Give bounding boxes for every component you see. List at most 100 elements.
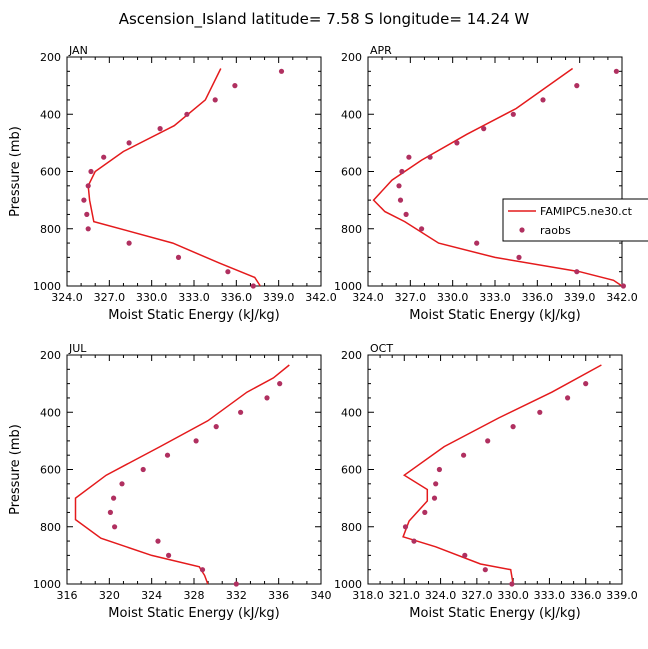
raobs-point [250,283,256,289]
x-tick-label: 328 [184,589,205,602]
x-tick-label: 321.0 [389,589,421,602]
raobs-point [431,495,438,501]
y-axis-label: Pressure (mb) [8,126,23,217]
raobs-point [411,538,417,544]
raobs-point [433,481,439,487]
y-tick-label: 1000 [33,578,61,591]
raobs-point [84,211,90,217]
y-tick-label: 600 [40,464,61,477]
x-tick-label: 330.0 [497,589,529,602]
raobs-point [565,395,571,401]
raobs-point [422,509,428,515]
model-profile-line [372,67,623,287]
y-tick-label: 800 [341,521,362,534]
x-tick-label: 342.0 [606,291,638,304]
raobs-point [225,269,231,275]
raobs-point [238,409,244,415]
x-tick-label: 324 [141,589,162,602]
x-tick-label: 340 [311,589,332,602]
panel-jul: JUL 316 320 324 328 332 336 340 200 400 600 800 1000… [8,342,332,621]
raobs-point [88,168,94,175]
x-tick-label: 318.0 [352,589,384,602]
x-tick-label: 333.0 [534,589,566,602]
raobs-point [510,111,516,117]
raobs-point [574,83,580,89]
x-axis-label: Moist Static Energy (kJ/kg) [108,606,279,621]
x-tick-label: 330.0 [136,291,168,304]
panel-month-label: JAN [68,44,88,57]
x-tick-label: 336 [268,589,289,602]
raobs-point [212,97,218,103]
model-profile-line [87,68,261,287]
raobs-point [516,254,522,260]
raobs-point [454,140,460,146]
x-tick-label: 327.0 [461,589,493,602]
raobs-point [461,452,467,458]
raobs-point [264,395,270,401]
raobs-point [613,68,620,74]
legend-obs-label: raobs [540,224,571,237]
raobs-point [155,538,161,544]
y-tick-label: 600 [341,166,362,179]
raobs-point [175,254,182,260]
x-tick-label: 336.0 [570,589,602,602]
panel-month-label: OCT [370,342,393,355]
panel-month-label: APR [370,44,392,57]
x-tick-label: 324.0 [425,589,457,602]
x-tick-label: 332 [226,589,247,602]
y-tick-label: 200 [40,349,61,362]
raobs-point [406,154,412,160]
raobs-point [509,581,515,587]
raobs-point [126,240,132,246]
raobs-point [166,552,172,559]
raobs-point [462,552,468,559]
raobs-point [427,154,433,160]
x-tick-label: 324.0 [51,291,83,304]
y-tick-label: 800 [40,223,61,236]
raobs-point [482,567,488,573]
raobs-point [537,409,543,415]
raobs-point [481,126,487,132]
raobs-point [85,183,91,189]
raobs-point [474,240,480,246]
raobs-point [213,424,219,430]
raobs-point [81,197,87,203]
raobs-point [277,381,283,387]
raobs-point [157,126,163,132]
raobs-point [485,438,491,444]
y-tick-label: 400 [40,108,61,121]
chart-title: Ascension_Island latitude= 7.58 S longit… [119,10,530,29]
raobs-point [540,97,546,103]
raobs-point [583,381,589,387]
x-tick-label: 316 [57,589,78,602]
y-tick-label: 1000 [334,578,362,591]
panel-jan: JAN 324.0 327.0 330.0 333.0 336.0 339.0 342.0 20… [8,44,337,323]
raobs-point [574,269,580,275]
y-tick-label: 600 [341,464,362,477]
raobs-point [193,438,199,444]
y-tick-label: 800 [40,521,61,534]
raobs-point [119,481,125,487]
raobs-point [278,68,285,74]
plot-frame [66,354,322,585]
x-axis-label: Moist Static Energy (kJ/kg) [108,308,279,323]
x-tick-label: 327.0 [395,291,427,304]
x-tick-label: 339.0 [564,291,596,304]
panel-month-label: JUL [68,342,87,355]
raobs-point [164,452,171,458]
x-tick-label: 330.0 [437,291,469,304]
raobs-point [85,226,91,232]
raobs-point [232,83,238,89]
x-axis-label: Moist Static Energy (kJ/kg) [409,308,580,323]
x-axis-label: Moist Static Energy (kJ/kg) [409,606,580,621]
y-tick-label: 400 [341,406,362,419]
raobs-point [403,211,409,217]
raobs-point [419,226,425,232]
raobs-point [111,495,117,501]
y-axis-label: Pressure (mb) [8,424,23,515]
plot-frame [367,354,623,585]
model-profile-line [74,364,290,585]
panel-apr: APR 324.0 327.0 330.0 333.0 336.0 339.0 342.0 20… [334,44,638,323]
raobs-point [402,524,409,530]
